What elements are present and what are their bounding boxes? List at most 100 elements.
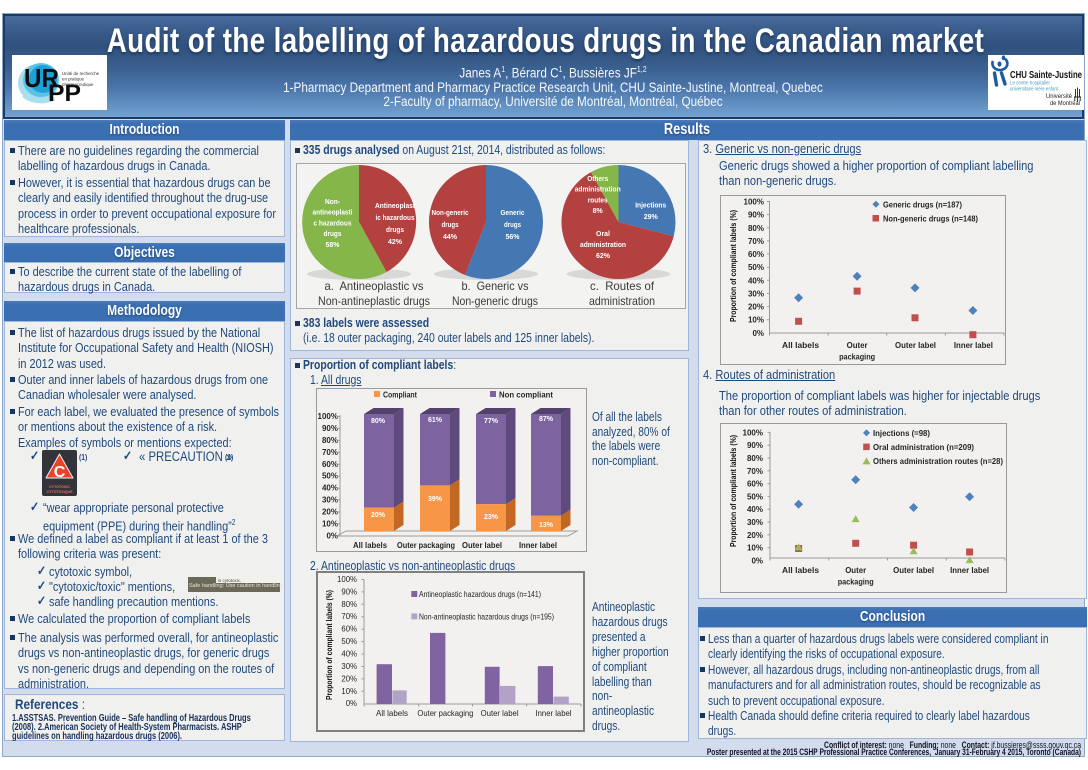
svg-text:drugs: drugs <box>442 222 459 229</box>
svg-text:0%: 0% <box>751 556 763 565</box>
svg-text:pharmaceutique: pharmaceutique <box>62 82 94 87</box>
svg-text:drugs: drugs <box>324 231 342 238</box>
svg-text:Inner label: Inner label <box>519 541 557 550</box>
svg-text:Compliant: Compliant <box>383 391 417 400</box>
svg-text:10%: 10% <box>747 544 763 553</box>
svg-text:Antineoplast: Antineoplast <box>375 203 416 210</box>
svg-text:10%: 10% <box>322 520 338 529</box>
svg-text:Non-generic drugs (n=148): Non-generic drugs (n=148) <box>883 215 978 224</box>
svg-text:Generic drugs (n=187): Generic drugs (n=187) <box>883 201 962 210</box>
svg-text:Non-antineplastic drugs: Non-antineplastic drugs <box>318 294 430 308</box>
svg-text:Oral: Oral <box>596 231 610 238</box>
svg-text:50%: 50% <box>748 263 764 272</box>
svg-text:10%: 10% <box>341 687 357 696</box>
svg-text:100%: 100% <box>337 575 357 584</box>
svg-text:Proportion of compliant labels: Proportion of compliant labels (%) <box>729 210 738 322</box>
svg-text:70%: 70% <box>747 467 763 476</box>
svg-text:PP: PP <box>48 80 81 107</box>
svg-text:drugs: drugs <box>386 227 404 234</box>
svg-text:Outer: Outer <box>845 566 866 575</box>
svg-text:c. Routes of: c. Routes of <box>590 279 655 293</box>
svg-text:60%: 60% <box>747 480 763 489</box>
svg-text:c hazardous: c hazardous <box>314 220 352 227</box>
svg-text:antineoplasti: antineoplasti <box>313 210 353 217</box>
svg-text:CHU Sainte-Justine: CHU Sainte-Justine <box>1010 69 1082 81</box>
svg-text:Injections (=98): Injections (=98) <box>873 429 930 438</box>
svg-text:60%: 60% <box>322 460 338 469</box>
svg-text:10%: 10% <box>748 316 764 325</box>
svg-text:0%: 0% <box>752 329 764 338</box>
svg-text:Non-antineoplastic hazardous d: Non-antineoplastic hazardous drugs (n=19… <box>419 612 554 621</box>
svg-text:0%: 0% <box>346 699 357 708</box>
svg-text:universitaire mère-enfant: universitaire mère-enfant <box>1010 87 1058 93</box>
svg-text:Generic: Generic <box>501 210 525 217</box>
svg-text:60%: 60% <box>341 625 357 634</box>
svg-text:administration: administration <box>575 187 621 194</box>
svg-text:40%: 40% <box>748 276 764 285</box>
svg-text:100%: 100% <box>744 198 764 207</box>
svg-text:90%: 90% <box>748 211 764 220</box>
svg-text:All labels: All labels <box>376 709 408 718</box>
svg-text:Injections: Injections <box>635 203 666 210</box>
svg-text:30%: 30% <box>747 518 763 527</box>
svg-text:packaging: packaging <box>839 353 875 362</box>
svg-text:40%: 40% <box>341 650 357 659</box>
svg-text:Others: Others <box>587 176 608 183</box>
svg-text:administration: administration <box>580 242 626 249</box>
svg-text:b. Generic vs: b. Generic vs <box>462 279 529 293</box>
svg-text:62%: 62% <box>596 253 611 260</box>
svg-text:90%: 90% <box>341 587 357 596</box>
svg-text:Outer: Outer <box>847 341 868 350</box>
svg-text:20%: 20% <box>341 674 357 683</box>
svg-text:77%: 77% <box>484 418 499 425</box>
svg-text:Non-generic drugs: Non-generic drugs <box>452 294 538 308</box>
svg-text:50%: 50% <box>747 492 763 501</box>
svg-text:routes: routes <box>588 197 608 204</box>
svg-text:Unité de recherche: Unité de recherche <box>62 71 100 76</box>
svg-text:20%: 20% <box>371 512 386 519</box>
svg-text:UR: UR <box>24 63 59 93</box>
svg-text:80%: 80% <box>322 436 338 445</box>
svg-text:56%: 56% <box>505 234 520 241</box>
svg-text:39%: 39% <box>428 496 443 503</box>
svg-text:20%: 20% <box>322 508 338 517</box>
svg-text:Outer packaging: Outer packaging <box>417 709 473 718</box>
svg-text:0%: 0% <box>326 531 338 540</box>
svg-text:All labels: All labels <box>782 341 820 350</box>
svg-text:Outer label: Outer label <box>895 341 936 350</box>
svg-text:8%: 8% <box>593 208 604 215</box>
svg-text:Outer label: Outer label <box>893 566 934 575</box>
svg-text:87%: 87% <box>539 416 554 423</box>
svg-text:100%: 100% <box>743 428 763 437</box>
svg-text:en pratique: en pratique <box>62 77 85 82</box>
svg-text:90%: 90% <box>322 424 338 433</box>
svg-text:Non compliant: Non compliant <box>499 391 553 400</box>
svg-text:23%: 23% <box>484 514 499 521</box>
svg-text:All labels: All labels <box>353 541 388 550</box>
svg-text:a. Antineoplastic vs: a. Antineoplastic vs <box>325 279 424 293</box>
svg-text:Proportion of compliant labels: Proportion of compliant labels (%) <box>325 590 334 700</box>
svg-text:Outer label: Outer label <box>481 709 519 718</box>
svg-text:Non-generic: Non-generic <box>432 210 469 217</box>
svg-text:Inner label: Inner label <box>954 341 993 350</box>
svg-text:70%: 70% <box>341 612 357 621</box>
svg-text:CYTOTOXIC: CYTOTOXIC <box>49 485 70 489</box>
svg-text:58%: 58% <box>325 242 340 249</box>
svg-text:drugs: drugs <box>504 222 521 229</box>
svg-text:61%: 61% <box>428 417 443 424</box>
svg-text:80%: 80% <box>747 454 763 463</box>
svg-text:50%: 50% <box>341 637 357 646</box>
svg-text:80%: 80% <box>341 600 357 609</box>
svg-text:20%: 20% <box>747 531 763 540</box>
svg-text:70%: 70% <box>748 237 764 246</box>
svg-text:CYTOTOXIQUE: CYTOTOXIQUE <box>46 490 73 494</box>
svg-text:Antineoplastic hazardous drugs: Antineoplastic hazardous drugs (n=141) <box>419 590 541 599</box>
svg-text:30%: 30% <box>322 496 338 505</box>
svg-text:Proportion of compliant labels: Proportion of compliant labels (%) <box>729 435 738 547</box>
svg-text:de Montréal: de Montréal <box>1050 100 1080 107</box>
svg-text:administration: administration <box>589 294 655 308</box>
svg-text:Le centre hospitalier: Le centre hospitalier <box>1010 81 1050 87</box>
svg-text:Outer packaging: Outer packaging <box>397 541 455 550</box>
svg-text:42%: 42% <box>388 239 403 246</box>
svg-text:Université: Université <box>1046 93 1072 100</box>
